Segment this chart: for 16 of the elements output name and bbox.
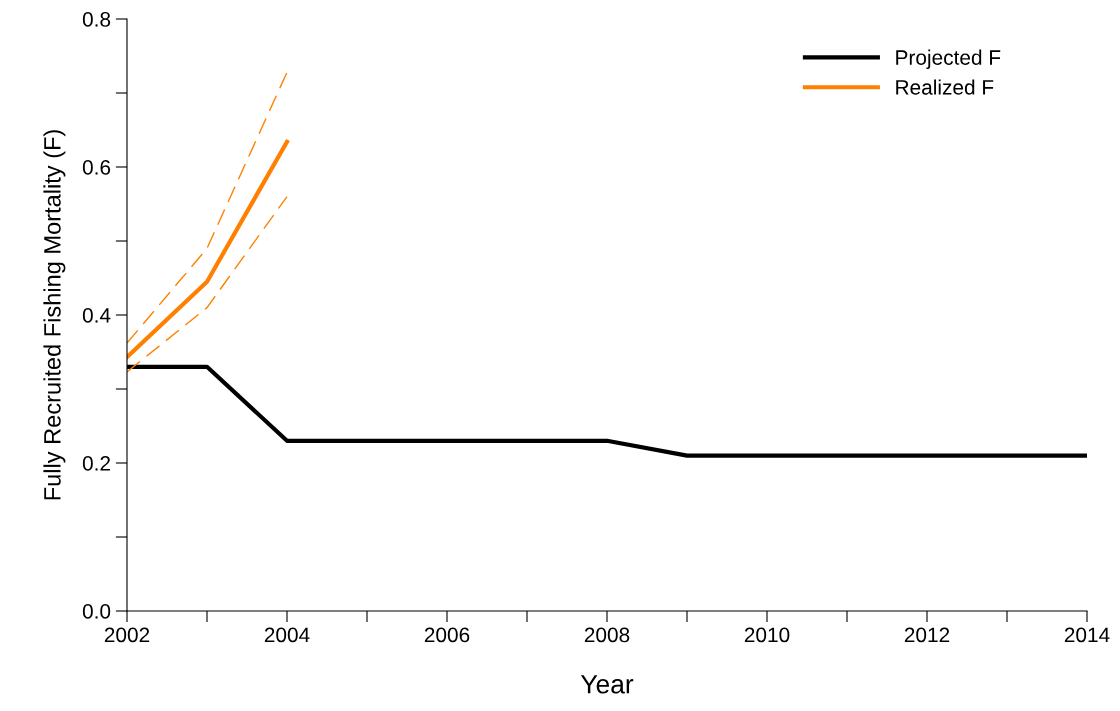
x-tick-label: 2010: [744, 627, 790, 643]
y-tick-label: 0.6: [82, 160, 111, 175]
y-axis-title: Fully Recruited Fishing Mortality (F): [43, 130, 66, 500]
x-tick-label: 2004: [264, 627, 310, 643]
legend-label: Realized F: [896, 79, 994, 95]
x-tick-label: 2014: [1064, 627, 1110, 643]
x-tick-label: 2002: [104, 627, 150, 643]
y-tick-label: 0.8: [82, 12, 111, 27]
legend-label: Projected F: [896, 49, 1001, 70]
x-tick-label: 2006: [424, 627, 470, 643]
x-tick-label: 2008: [584, 627, 630, 643]
y-tick-label: 0.2: [82, 456, 110, 471]
x-axis-title: Year: [580, 675, 634, 694]
y-tick-label: 0.4: [82, 308, 111, 323]
x-tick-label: 2012: [904, 627, 950, 643]
y-tick-label: 0.0: [82, 604, 111, 619]
